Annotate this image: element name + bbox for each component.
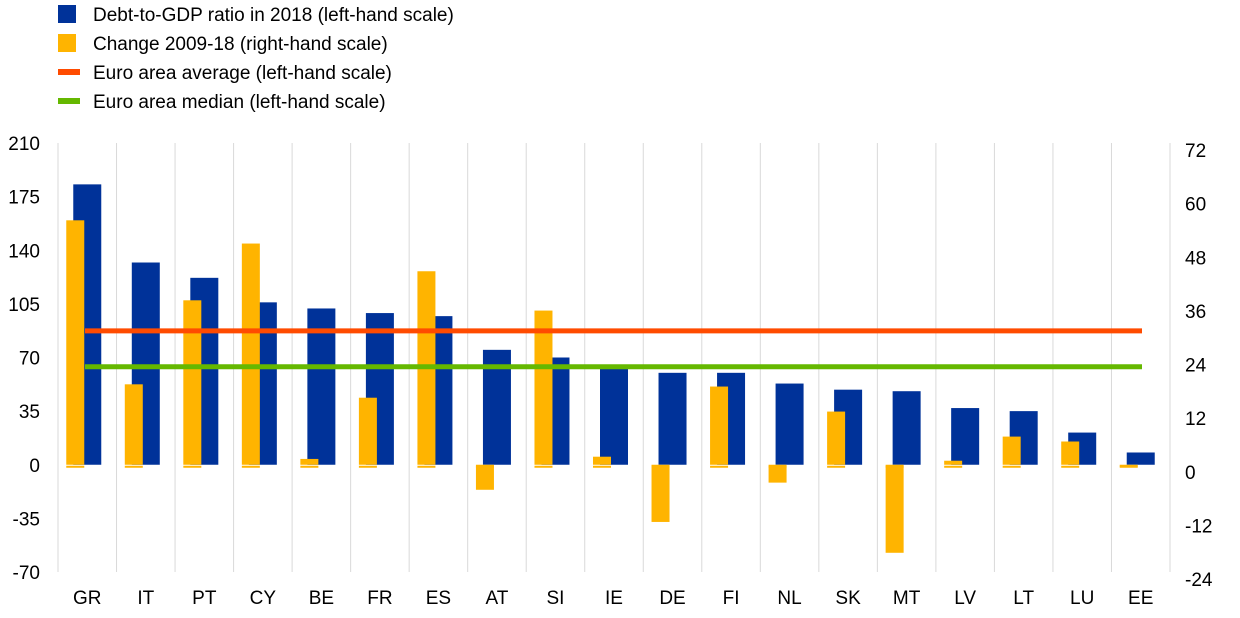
bar-change-GR	[66, 220, 85, 465]
right-tick-label: -24	[1185, 570, 1213, 591]
x-tick-label: GR	[73, 588, 102, 609]
bar-change-IT	[124, 384, 143, 465]
zero-marker	[651, 465, 670, 468]
x-tick-label: FI	[723, 588, 740, 609]
zero-marker	[124, 465, 143, 468]
zero-marker	[475, 465, 494, 468]
bar-change-SI	[534, 310, 553, 465]
zero-marker	[534, 465, 553, 468]
x-tick-label: SK	[835, 588, 861, 609]
left-tick-label: 140	[8, 241, 40, 262]
x-tick-label: IT	[137, 588, 154, 609]
x-tick-label: CY	[250, 588, 277, 609]
bar-change-LV	[944, 460, 963, 465]
left-tick-label: -35	[13, 509, 40, 530]
zero-marker	[358, 465, 377, 468]
zero-marker	[710, 465, 729, 468]
zero-marker	[66, 465, 85, 468]
zero-marker	[300, 465, 319, 468]
left-tick-label: -70	[13, 563, 40, 584]
bar-debt-DE	[658, 372, 687, 465]
x-tick-label: BE	[309, 588, 334, 609]
legend-label: Debt-to-GDP ratio in 2018 (left-hand sca…	[93, 5, 454, 26]
x-tick-label: ES	[426, 588, 451, 609]
bar-change-LU	[1061, 441, 1080, 465]
x-tick-label: AT	[486, 588, 509, 609]
bar-debt-BE	[307, 308, 336, 465]
x-tick-label: MT	[893, 588, 921, 609]
legend-label: Euro area average (left-hand scale)	[93, 63, 392, 84]
bar-change-EE	[1119, 464, 1138, 467]
zero-marker	[885, 465, 904, 468]
legend-swatch	[58, 34, 76, 52]
bar-change-AT	[475, 464, 494, 490]
left-tick-label: 70	[19, 349, 40, 370]
right-tick-label: 12	[1185, 409, 1206, 430]
x-tick-label: LT	[1013, 588, 1034, 609]
right-tick-label: 60	[1185, 195, 1206, 216]
bar-debt-MT	[892, 391, 921, 465]
x-tick-label: NL	[777, 588, 801, 609]
right-tick-label: 72	[1185, 141, 1206, 162]
legend-swatch	[58, 69, 80, 75]
bar-change-PT	[183, 300, 202, 465]
bar-change-SK	[827, 411, 846, 465]
bar-debt-EE	[1126, 452, 1155, 465]
x-tick-label: SI	[546, 588, 564, 609]
legend-swatch	[58, 98, 80, 104]
x-tick-label: FR	[367, 588, 392, 609]
x-tick-label: EE	[1128, 588, 1153, 609]
bar-change-CY	[241, 243, 260, 465]
x-tick-label: LU	[1070, 588, 1094, 609]
bar-debt-LV	[951, 408, 980, 465]
right-tick-label: 24	[1185, 356, 1207, 377]
zero-marker	[1061, 465, 1080, 468]
left-tick-label: 0	[29, 456, 40, 477]
left-tick-label: 210	[8, 134, 40, 155]
x-tick-label: PT	[192, 588, 217, 609]
right-tick-label: -12	[1185, 516, 1212, 537]
legend-label: Change 2009-18 (right-hand scale)	[93, 34, 388, 55]
zero-marker	[1002, 465, 1021, 468]
bar-debt-IE	[600, 366, 628, 465]
legend-swatch	[58, 5, 76, 23]
bar-change-FR	[358, 397, 377, 465]
right-tick-label: 36	[1185, 302, 1206, 323]
bar-change-LT	[1002, 436, 1021, 465]
zero-marker	[1119, 465, 1138, 468]
zero-marker	[417, 465, 436, 468]
zero-marker	[241, 465, 260, 468]
bar-change-DE	[651, 464, 670, 522]
zero-marker	[768, 465, 787, 468]
zero-marker	[593, 465, 611, 468]
x-tick-label: IE	[605, 588, 623, 609]
zero-marker	[183, 465, 202, 468]
bar-change-MT	[885, 464, 904, 553]
right-tick-label: 0	[1185, 463, 1196, 484]
bar-change-NL	[768, 464, 787, 483]
bar-change-BE	[300, 458, 319, 465]
bar-change-IE	[593, 456, 611, 465]
zero-marker	[944, 465, 963, 468]
x-tick-label: LV	[954, 588, 976, 609]
bar-change-FI	[710, 386, 729, 465]
left-tick-label: 175	[8, 188, 40, 209]
right-tick-label: 48	[1185, 248, 1206, 269]
bar-debt-NL	[775, 383, 804, 465]
x-tick-label: DE	[659, 588, 685, 609]
left-tick-label: 35	[19, 402, 40, 423]
left-tick-label: 105	[8, 295, 40, 316]
legend-label: Euro area median (left-hand scale)	[93, 92, 386, 113]
zero-marker	[827, 465, 846, 468]
